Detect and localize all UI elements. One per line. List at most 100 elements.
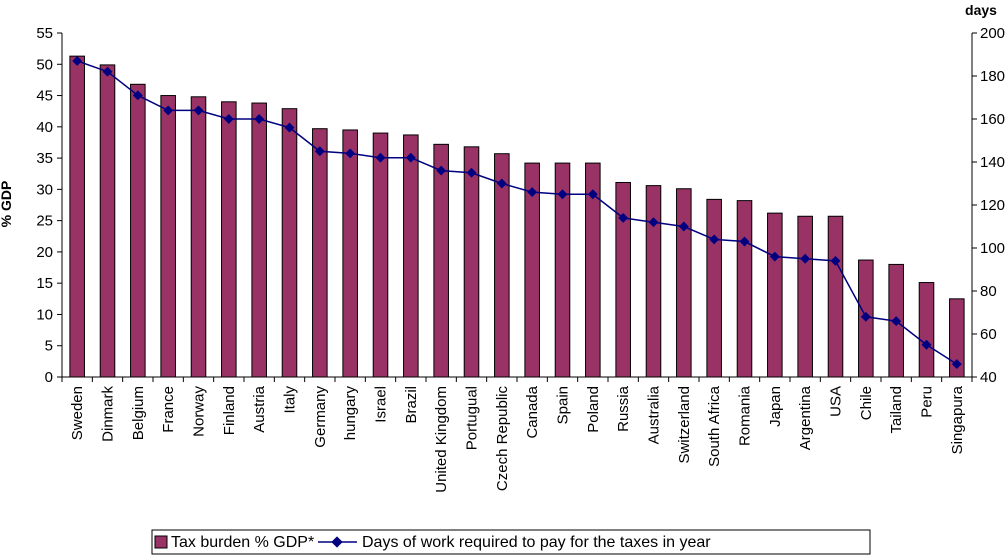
labels-layer: 0 5 10 15 20 25 30 35 40 45 50 55 40 60 80 100 120 140 160… — [36, 25, 1005, 493]
days-point-21 — [709, 234, 720, 245]
bar-4 — [190, 96, 207, 378]
days-point-24 — [800, 253, 811, 264]
x-tick-label-2: Belgium — [130, 386, 147, 440]
days-point-23 — [769, 251, 780, 262]
days-point-18 — [618, 212, 629, 223]
days-point-5 — [223, 114, 234, 124]
bar-13 — [463, 146, 480, 378]
y-tick-label-left-45: 45 — [36, 88, 53, 105]
bar-10 — [372, 132, 389, 378]
days-point-13 — [466, 167, 477, 178]
bar-28 — [918, 282, 935, 378]
y-tick-label-right-100: 100 — [980, 240, 1005, 257]
days-point-4 — [193, 105, 204, 116]
days-point-10 — [375, 152, 386, 163]
days-point-11 — [405, 152, 416, 163]
days-point-19 — [648, 217, 659, 228]
legend-box — [151, 529, 871, 555]
days-point-22 — [739, 236, 750, 247]
axes-layer — [57, 32, 977, 382]
bar-23 — [767, 212, 783, 378]
bar-19 — [645, 185, 662, 378]
x-tick-label-22: Romania — [737, 385, 754, 446]
days-point-20 — [678, 221, 689, 232]
y-tick-label-left-55: 55 — [36, 25, 53, 42]
y-axis-title-left: % GDP — [0, 181, 14, 228]
legend: Tax burden % GDP* Days of work required … — [151, 529, 871, 555]
legend-label-bars: Tax burden % GDP* — [171, 534, 314, 551]
x-tick-label-3: France — [160, 386, 177, 433]
x-tick-label-13: Portugual — [464, 386, 481, 450]
bar-1 — [99, 64, 116, 378]
y-tick-label-left-40: 40 — [36, 119, 53, 136]
x-tick-label-10: Israel — [373, 386, 390, 423]
x-tick-label-25: USA — [828, 386, 845, 417]
days-point-9 — [345, 148, 356, 159]
x-tick-label-19: Australia — [646, 385, 663, 444]
x-tick-label-4: Norway — [191, 386, 208, 437]
bar-20 — [676, 188, 692, 378]
days-point-26 — [860, 311, 871, 322]
y-tick-label-right-60: 60 — [980, 326, 997, 343]
x-tick-label-16: Spain — [555, 386, 572, 424]
y-tick-label-right-140: 140 — [980, 154, 1005, 171]
x-tick-label-6: Austria — [251, 385, 268, 432]
x-tick-label-18: Russia — [615, 385, 632, 432]
bar-5 — [221, 101, 237, 378]
x-tick-label-5: Finland — [221, 386, 238, 435]
days-point-29 — [951, 359, 962, 370]
legend-swatch-bars — [154, 535, 168, 549]
days-point-2 — [132, 90, 143, 101]
legend-marker-days — [331, 536, 343, 548]
days-point-8 — [314, 146, 325, 157]
y-tick-label-left-5: 5 — [45, 338, 53, 355]
y-tick-label-left-50: 50 — [36, 56, 53, 73]
y-tick-label-right-160: 160 — [980, 111, 1005, 128]
y-tick-label-left-20: 20 — [36, 244, 53, 261]
y-tick-label-left-30: 30 — [36, 181, 53, 198]
days-point-16 — [557, 189, 568, 200]
x-tick-label-27: Tailand — [888, 386, 905, 434]
days-line — [76, 60, 958, 365]
x-tick-label-12: United Kingdom — [433, 386, 450, 493]
y-tick-label-right-80: 80 — [980, 283, 997, 300]
days-point-14 — [496, 178, 507, 189]
x-tick-label-23: Japan — [767, 386, 784, 427]
bar-12 — [433, 143, 449, 378]
x-tick-label-8: Germany — [312, 386, 329, 448]
y-tick-label-left-35: 35 — [36, 150, 53, 167]
bar-2 — [130, 83, 146, 378]
x-tick-label-0: Sweden — [69, 386, 86, 440]
x-tick-label-11: Brazil — [403, 386, 420, 424]
bar-24 — [797, 215, 813, 378]
days-point-12 — [436, 165, 447, 176]
bar-21 — [706, 198, 722, 378]
bar-7 — [281, 108, 298, 378]
bar-25 — [827, 215, 844, 378]
x-tick-label-15: Canada — [524, 385, 541, 438]
legend-label-days: Days of work required to pay for the tax… — [362, 534, 711, 551]
days-point-25 — [830, 255, 841, 266]
y-tick-label-left-10: 10 — [36, 306, 53, 323]
days-line-layer — [72, 56, 962, 370]
bar-22 — [736, 200, 753, 378]
x-tick-label-28: Peru — [919, 386, 936, 418]
y-tick-label-left-0: 0 — [45, 369, 53, 386]
x-tick-label-21: South Africa — [706, 385, 723, 467]
days-point-15 — [527, 187, 538, 198]
y-axis-title-right: days — [965, 2, 997, 18]
bar-3 — [160, 95, 176, 378]
y-tick-label-right-180: 180 — [980, 68, 1005, 85]
x-tick-label-24: Argentina — [797, 385, 814, 450]
bar-6 — [251, 102, 267, 378]
days-point-17 — [587, 189, 598, 200]
days-point-6 — [254, 114, 265, 124]
x-tick-label-7: Italy — [282, 386, 299, 414]
y-tick-label-left-15: 15 — [36, 275, 53, 292]
x-tick-label-20: Switzerland — [676, 386, 693, 464]
bars-layer — [69, 55, 965, 378]
days-point-1 — [102, 66, 113, 77]
x-tick-label-17: Poland — [585, 386, 602, 433]
bar-18 — [615, 181, 631, 378]
